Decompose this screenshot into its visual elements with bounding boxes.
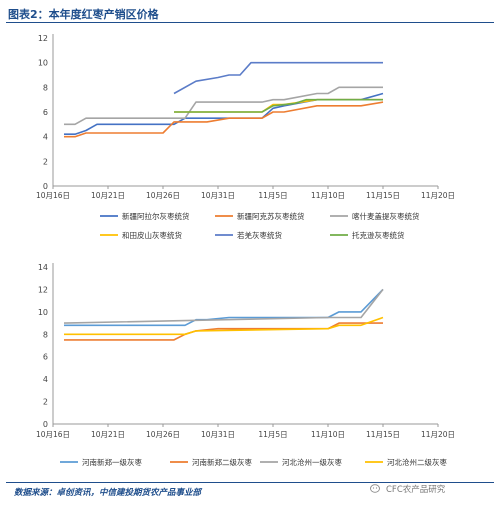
x-tick-label: 11月20日 xyxy=(421,191,455,200)
y-tick-label: 0 xyxy=(43,420,48,429)
y-tick-label: 10 xyxy=(38,59,48,68)
x-tick-label: 11月10日 xyxy=(311,191,345,200)
x-tick-label: 10月21日 xyxy=(91,430,125,439)
x-tick-label: 11月10日 xyxy=(311,430,345,439)
wechat-icon xyxy=(370,484,380,493)
y-tick-label: 6 xyxy=(43,353,48,362)
y-tick-label: 4 xyxy=(43,375,48,384)
y-tick-label: 8 xyxy=(43,83,48,92)
series-line xyxy=(63,288,384,324)
series-line xyxy=(64,101,384,138)
y-tick-label: 12 xyxy=(38,34,48,43)
legend-label: 河南新郑二级灰枣 xyxy=(192,457,252,467)
y-tick-label: 12 xyxy=(38,285,48,294)
x-tick-label: 11月5日 xyxy=(258,430,287,439)
x-tick-label: 10月21日 xyxy=(91,191,125,200)
x-tick-label: 10月31日 xyxy=(201,430,235,439)
y-tick-label: 8 xyxy=(43,330,48,339)
y-tick-label: 2 xyxy=(43,398,48,407)
y-tick-label: 14 xyxy=(38,263,48,272)
footer-rule xyxy=(6,482,494,483)
page-title: 图表2：本年度红枣产销区价格 xyxy=(8,8,159,21)
series-line xyxy=(174,98,383,113)
legend-label: 河南新郑一级灰枣 xyxy=(82,457,142,467)
y-tick-label: 0 xyxy=(43,182,48,191)
watermark: CFC农产品研究 xyxy=(386,485,446,495)
title-rule xyxy=(6,22,494,23)
y-tick-label: 6 xyxy=(43,108,48,117)
y-tick-label: 4 xyxy=(43,133,48,142)
series-line xyxy=(64,86,383,126)
x-tick-label: 10月26日 xyxy=(146,430,180,439)
x-tick-label: 10月31日 xyxy=(201,191,235,200)
legend-label: 河北沧州二级灰枣 xyxy=(387,457,447,467)
legend-label: 喀什麦盖提灰枣统货 xyxy=(352,211,420,221)
x-tick-label: 11月20日 xyxy=(421,430,455,439)
series-line xyxy=(64,288,384,327)
series-line xyxy=(64,316,384,336)
charts-canvas: 0 2 4 6 8 10 12 10月16日 10月21日 10月26日 10月31日 11月5日 11… xyxy=(36,34,455,467)
source-note: 数据来源：卓创资讯，中信建投期货农产品事业部 xyxy=(14,488,202,498)
series-line xyxy=(64,322,383,341)
legend-label: 若羌灰枣统货 xyxy=(237,230,282,240)
y-tick-label: 2 xyxy=(43,157,48,166)
x-tick-label: 11月15日 xyxy=(366,430,400,439)
x-tick-label: 11月5日 xyxy=(258,191,287,200)
series-line xyxy=(173,61,383,95)
y-tick-label: 10 xyxy=(38,308,48,317)
x-tick-label: 11月15日 xyxy=(366,191,400,200)
legend-label: 新疆阿拉尔灰枣统货 xyxy=(122,211,190,221)
x-tick-label: 10月16日 xyxy=(36,191,70,200)
legend-label: 托克逊灰枣统货 xyxy=(352,230,405,240)
legend-label: 新疆阿克苏灰枣统货 xyxy=(237,211,305,221)
x-tick-label: 10月16日 xyxy=(36,430,70,439)
legend-label: 和田皮山灰枣统货 xyxy=(122,230,182,240)
legend-label: 河北沧州一级灰枣 xyxy=(282,457,342,467)
x-tick-label: 10月26日 xyxy=(146,191,180,200)
